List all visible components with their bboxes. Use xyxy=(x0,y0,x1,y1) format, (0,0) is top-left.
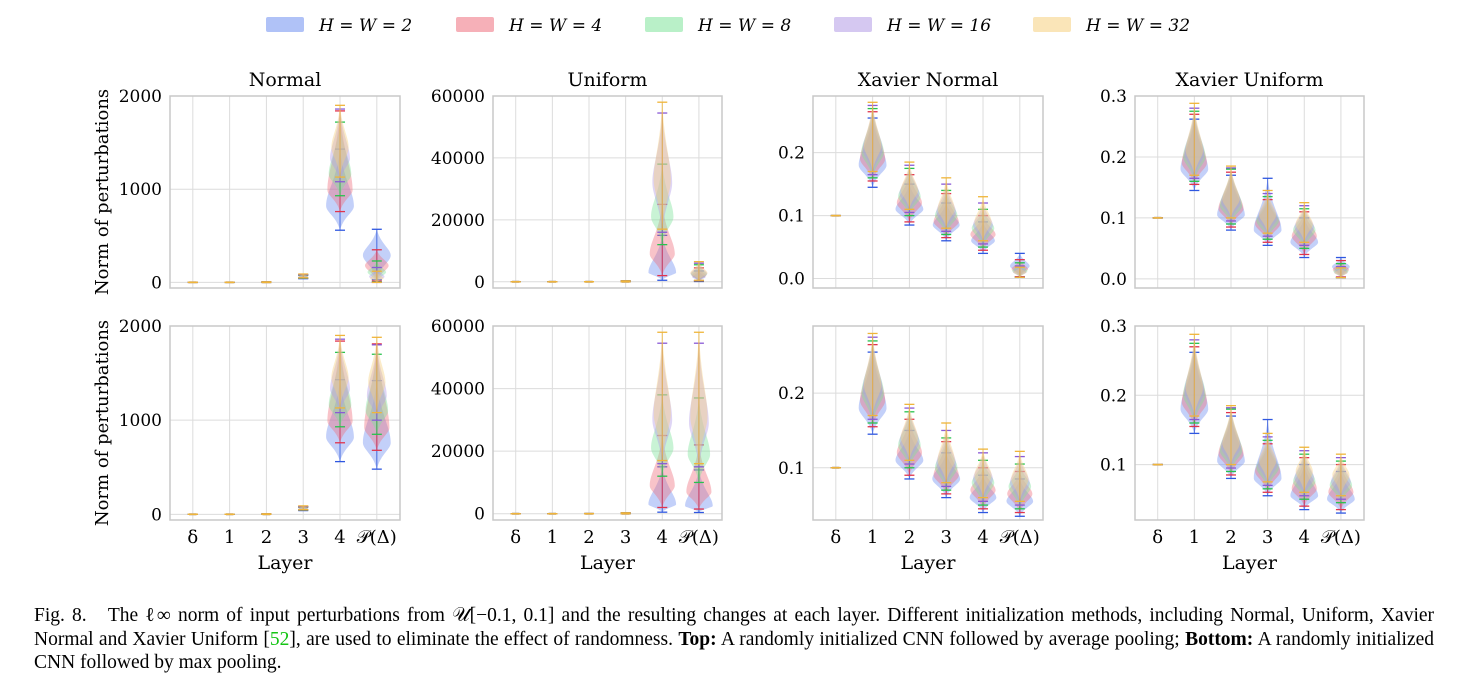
plot-frame xyxy=(169,95,401,289)
x-tick-label: 𝒫(Δ) xyxy=(1321,527,1361,548)
x-tick-label: 1 xyxy=(1189,527,1200,548)
y-tick-label: 40000 xyxy=(431,380,485,400)
y-tick-label: 0.2 xyxy=(778,384,805,404)
figure: H = W = 2 H = W = 4 H = W = 8 H = W = 16 H =… xyxy=(92,16,1365,574)
y-axis-label: Norm of perturbations xyxy=(92,89,113,295)
x-axis-label: Layer xyxy=(257,552,313,574)
y-tick-label: 0.3 xyxy=(1100,87,1127,107)
x-tick-label: 4 xyxy=(1299,527,1310,548)
plot-frame xyxy=(1134,95,1365,289)
legend-swatch xyxy=(645,17,683,32)
legend-label: H = W = 16 xyxy=(886,16,991,36)
x-tick-label: 2 xyxy=(904,527,915,548)
caption-bottom-text: A randomly initialized CNN followed by m… xyxy=(34,628,1434,674)
y-tick-label: 20000 xyxy=(431,211,485,231)
x-tick-label: δ xyxy=(510,527,521,548)
subplot-bottom-0: 0 1000 2000 Norm of perturbations δ 1 2 3 4 𝒫(Δ) L… xyxy=(92,317,401,574)
x-tick-label: 3 xyxy=(940,527,951,548)
legend-swatch xyxy=(834,17,872,32)
subplot-bottom-2: 0.1 0.2 δ 1 2 3 4 𝒫(Δ) Layer xyxy=(778,325,1044,574)
y-tick-label: 0 xyxy=(474,505,485,525)
x-tick-label: 2 xyxy=(1225,527,1236,548)
subplot-title: Xavier Uniform xyxy=(1176,69,1324,91)
x-tick-label: 4 xyxy=(657,527,668,548)
y-tick-label: 0.2 xyxy=(778,144,805,164)
x-axis-label: Layer xyxy=(580,552,636,574)
legend-swatch xyxy=(456,17,494,32)
y-tick-label: 0.2 xyxy=(1100,148,1127,168)
y-tick-label: 0.2 xyxy=(1100,386,1127,406)
x-tick-label: 𝒫(Δ) xyxy=(357,527,397,548)
subplot-title: Uniform xyxy=(568,69,648,91)
plot-frame xyxy=(812,325,1044,521)
x-tick-label: 1 xyxy=(867,527,878,548)
plot-frame xyxy=(492,325,723,521)
subplot-top-1: 0 20000 40000 60000 Uniform xyxy=(431,69,723,293)
legend-label: H = W = 8 xyxy=(697,16,791,36)
x-tick-label: 3 xyxy=(1262,527,1273,548)
subplot-title: Xavier Normal xyxy=(858,69,999,91)
y-tick-label: 60000 xyxy=(431,87,485,107)
legend-swatch xyxy=(266,17,304,32)
y-axis-label: Norm of perturbations xyxy=(92,320,113,526)
caption-text-2: ], are used to eliminate the effect of r… xyxy=(289,628,679,650)
legend-label: H = W = 32 xyxy=(1085,16,1190,36)
y-tick-label: 0.3 xyxy=(1100,317,1127,337)
plot-frame xyxy=(1134,325,1365,521)
y-tick-label: 0.1 xyxy=(1100,209,1127,229)
x-tick-label: δ xyxy=(1152,527,1163,548)
x-tick-label: 1 xyxy=(547,527,558,548)
y-tick-label: 0.1 xyxy=(778,459,805,479)
figure-caption: Fig. 8. The ℓ∞ norm of input perturbatio… xyxy=(34,604,1434,675)
x-tick-label: δ xyxy=(187,527,198,548)
caption-top-label: Top: xyxy=(678,628,717,650)
legend-swatch xyxy=(1033,17,1071,32)
x-axis-label: Layer xyxy=(1222,552,1278,574)
subplot-top-2: 0.0 0.1 0.2 Xavier Normal xyxy=(778,69,1044,290)
x-tick-label: 4 xyxy=(334,527,345,548)
caption-top-text: A randomly initialized CNN followed by a… xyxy=(716,628,1186,650)
subplot-title: Normal xyxy=(249,69,322,91)
x-tick-label: 2 xyxy=(583,527,594,548)
legend-label: H = W = 4 xyxy=(508,16,602,36)
legend-label: H = W = 2 xyxy=(318,16,412,36)
x-tick-label: 1 xyxy=(224,527,235,548)
y-tick-label: 1000 xyxy=(119,411,162,431)
x-tick-label: 2 xyxy=(261,527,272,548)
plot-frame xyxy=(169,325,401,521)
subplot-bottom-3: 0.1 0.2 0.3 δ 1 2 3 4 𝒫(Δ) Layer xyxy=(1100,317,1365,574)
y-tick-label: 0.0 xyxy=(1100,270,1127,290)
plot-frame xyxy=(812,95,1044,289)
x-tick-label: 𝒫(Δ) xyxy=(679,527,719,548)
y-tick-label: 60000 xyxy=(431,317,485,337)
subplot-top-0: 0 1000 2000 Normal Norm of perturbations xyxy=(92,69,401,295)
x-axis-label: Layer xyxy=(900,552,956,574)
x-tick-label: δ xyxy=(830,527,841,548)
y-tick-label: 1000 xyxy=(119,180,162,200)
x-tick-label: 3 xyxy=(620,527,631,548)
y-tick-label: 0.1 xyxy=(778,207,805,227)
x-tick-label: 4 xyxy=(977,527,988,548)
caption-bottom-label: Bottom: xyxy=(1185,628,1254,650)
y-tick-label: 20000 xyxy=(431,442,485,462)
y-tick-label: 2000 xyxy=(119,87,162,107)
caption-prefix: Fig. 8. xyxy=(34,605,87,626)
y-tick-label: 2000 xyxy=(119,317,162,337)
x-tick-label: 𝒫(Δ) xyxy=(1000,527,1040,548)
plot-frame xyxy=(492,95,723,289)
subplot-top-3: 0.0 0.1 0.2 0.3 Xavier Uniform xyxy=(1100,69,1365,290)
x-tick-label: 3 xyxy=(297,527,308,548)
subplot-bottom-1: 0 20000 40000 60000 δ 1 2 3 4 𝒫(Δ) Layer xyxy=(431,317,723,574)
y-tick-label: 0 xyxy=(151,273,162,293)
y-tick-label: 0 xyxy=(151,505,162,525)
citation-link[interactable]: 52 xyxy=(269,628,290,650)
y-tick-label: 0.0 xyxy=(778,270,805,290)
y-tick-label: 40000 xyxy=(431,149,485,169)
caption-text-1: The ℓ∞ norm of input perturbations from … xyxy=(34,605,1435,650)
y-tick-label: 0.1 xyxy=(1100,456,1127,476)
y-tick-label: 0 xyxy=(474,273,485,293)
